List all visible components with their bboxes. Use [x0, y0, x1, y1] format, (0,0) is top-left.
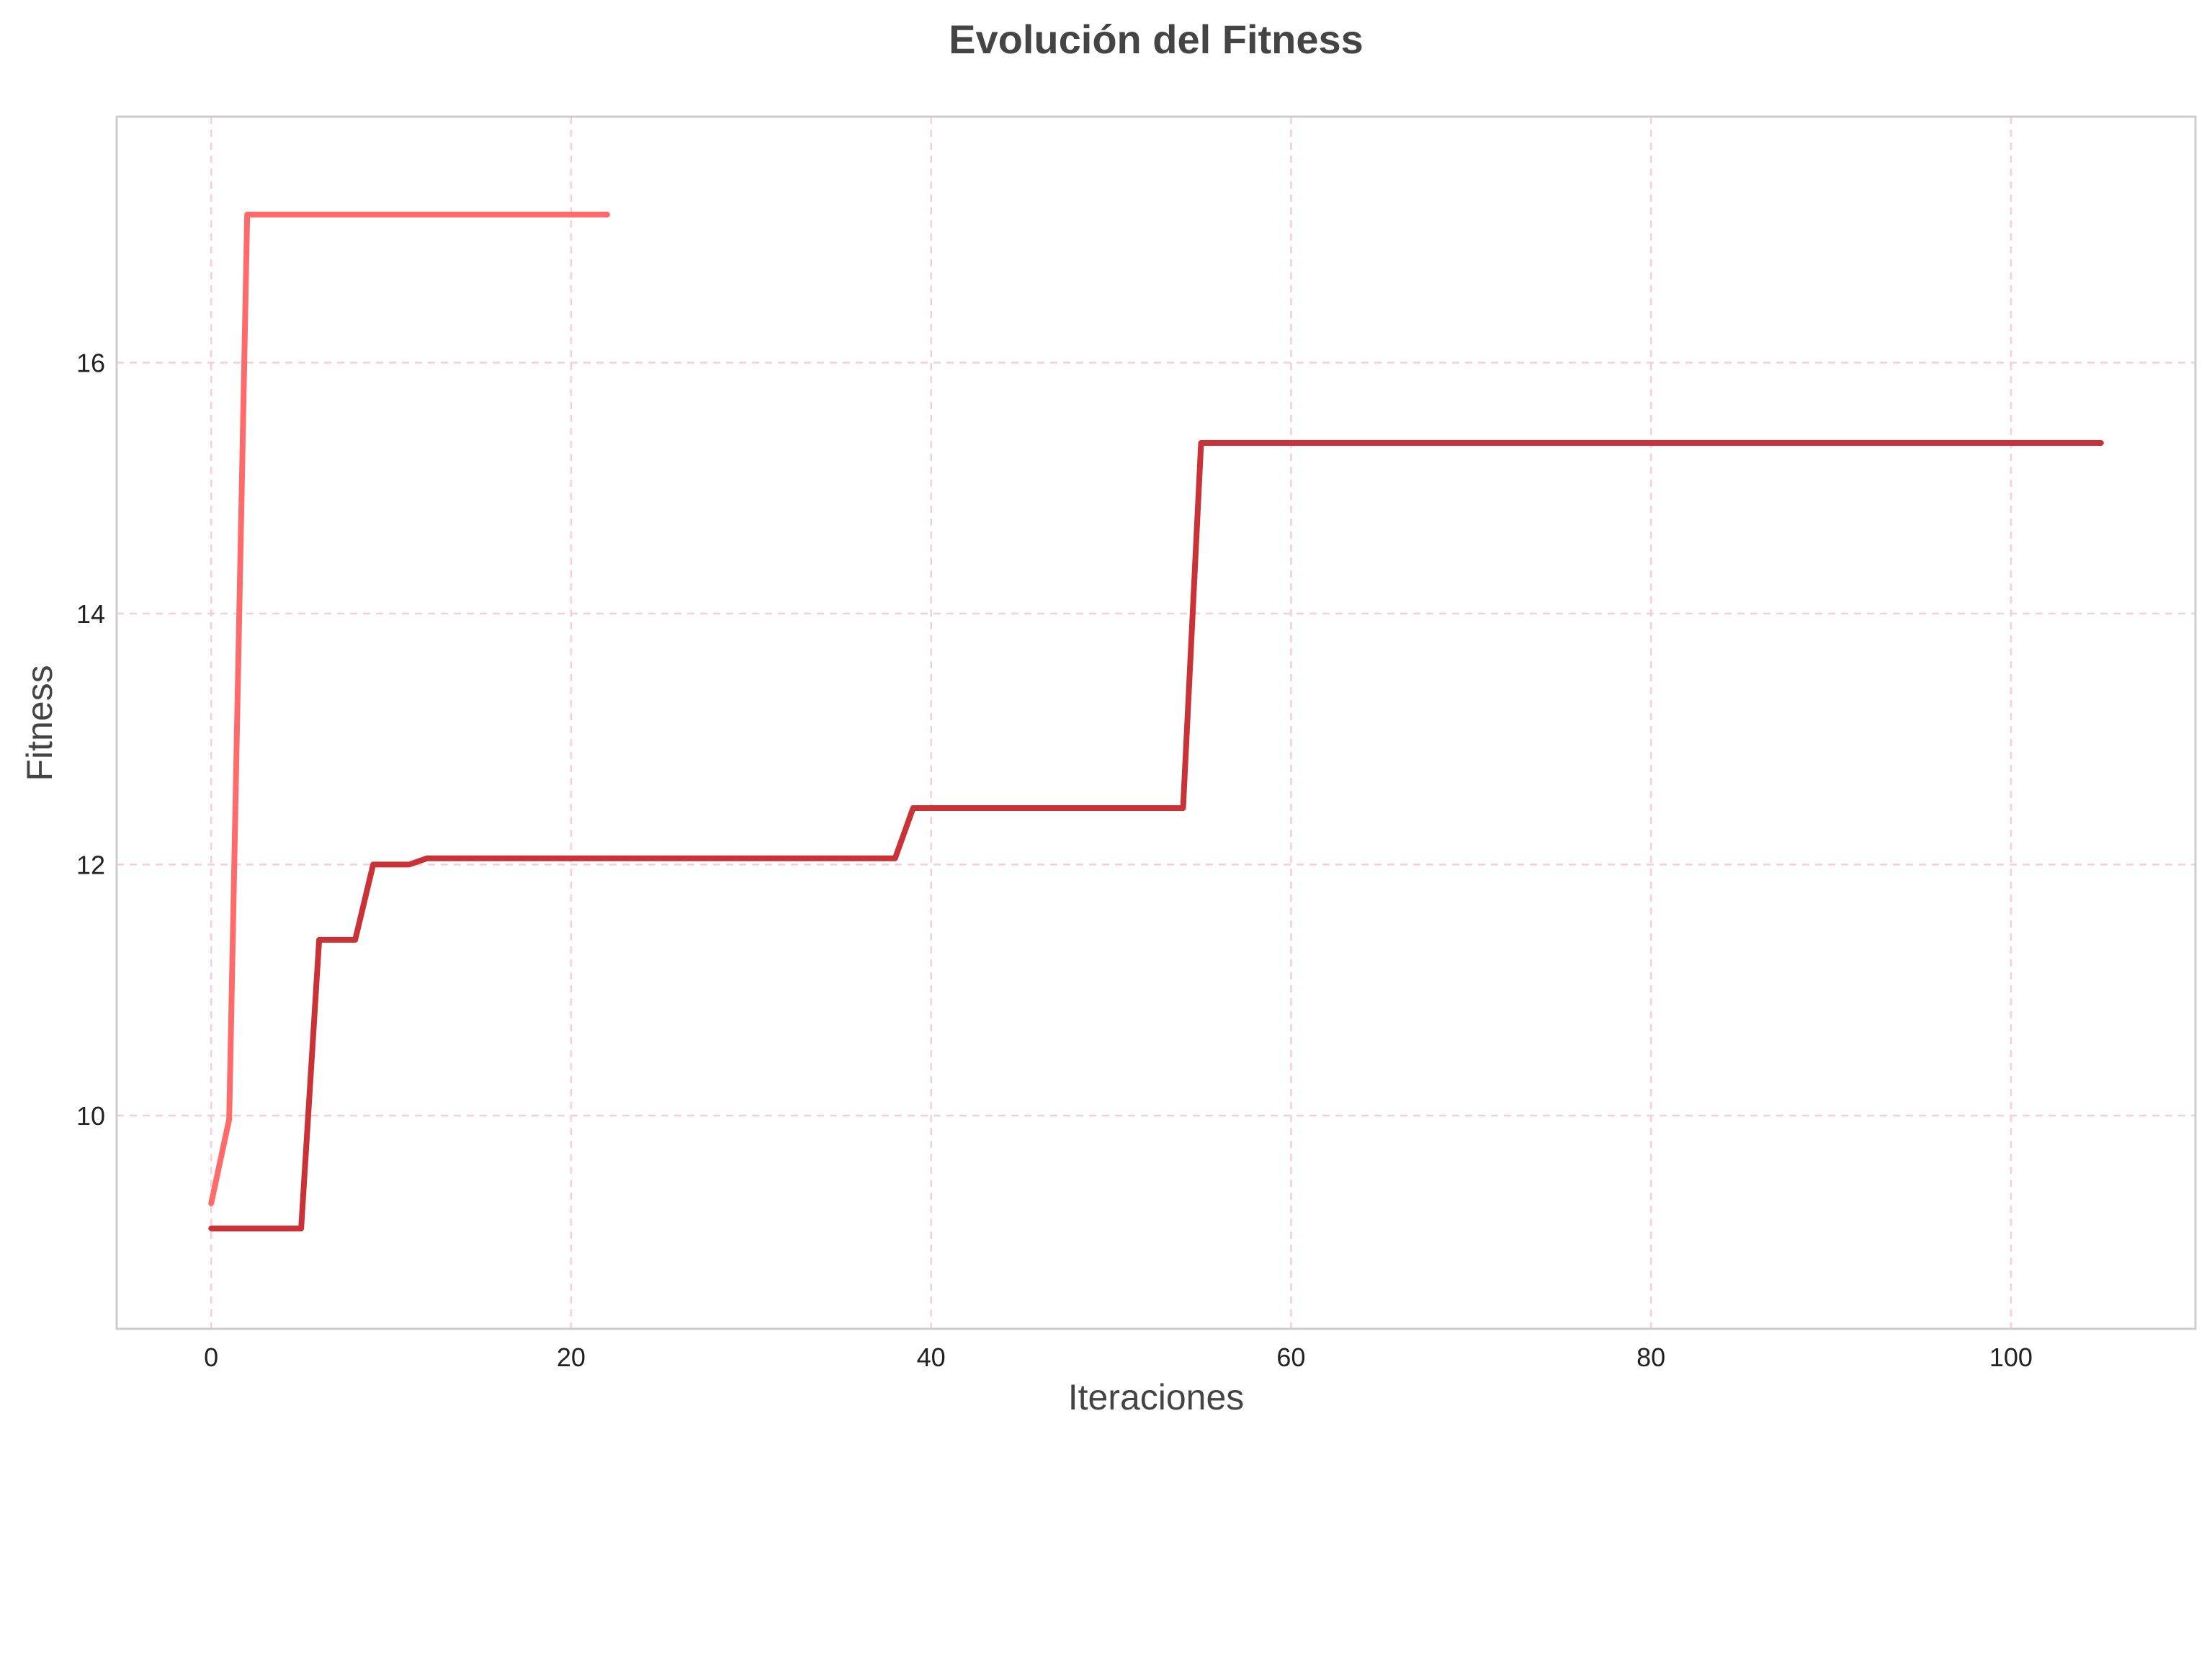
- series-group: [208, 211, 2104, 1232]
- grid: [117, 117, 2195, 1329]
- x-axis-label: Iteraciones: [1068, 1377, 1245, 1417]
- y-tick-label: 14: [76, 599, 105, 629]
- tick-labels: 0 20 40 60 80 100 10 12 14 16: [76, 348, 2033, 1372]
- x-tick-label: 80: [1636, 1342, 1665, 1372]
- y-tick-label: 10: [76, 1101, 105, 1131]
- x-tick-label: 40: [917, 1342, 946, 1372]
- x-tick-label: 0: [204, 1342, 218, 1372]
- x-tick-label: 60: [1276, 1342, 1305, 1372]
- x-tick-label: 20: [557, 1342, 586, 1372]
- y-tick-label: 12: [76, 850, 105, 879]
- y-axis-label: Fitness: [19, 665, 60, 781]
- plot-frame: [115, 115, 2197, 1330]
- y-tick-label: 16: [76, 348, 105, 377]
- chart-title: Evolución del Fitness: [949, 17, 1364, 62]
- series-line-2: [208, 440, 2104, 1232]
- series-line-1: [208, 211, 610, 1206]
- x-tick-label: 100: [1989, 1342, 2033, 1372]
